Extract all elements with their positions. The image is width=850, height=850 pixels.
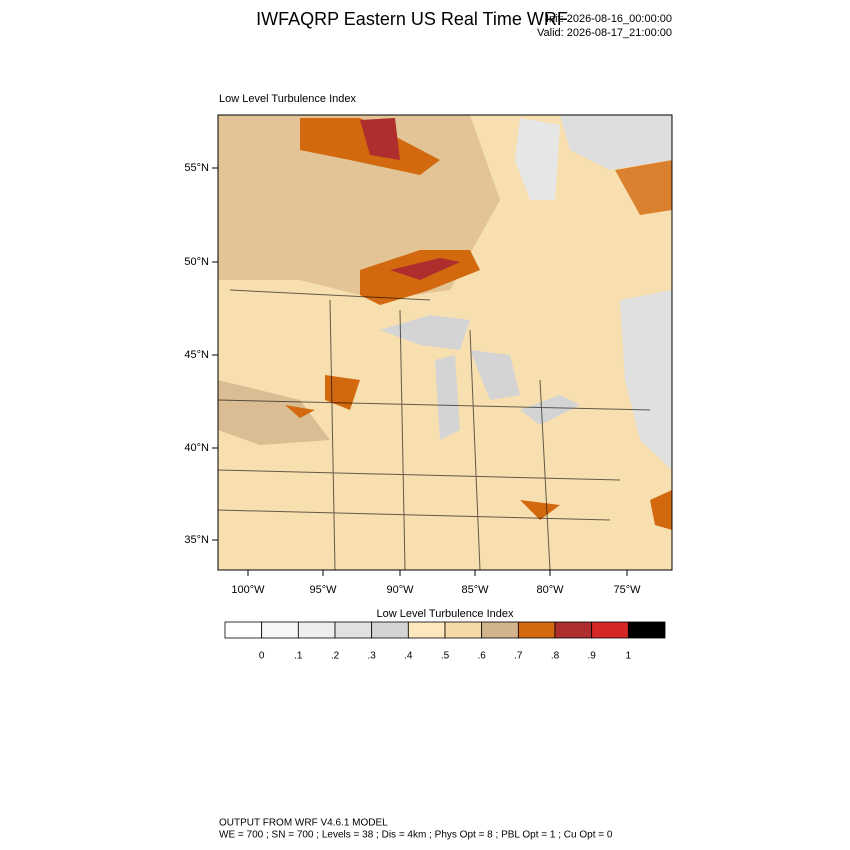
colorbar-box xyxy=(444,621,483,639)
lat-label: 50°N xyxy=(184,256,209,268)
lon-label: 85°W xyxy=(461,584,489,596)
footer-line: OUTPUT FROM WRF V4.6.1 MODEL xyxy=(219,818,388,829)
colorbar-label: 1 xyxy=(626,651,632,662)
lon-label: 95°W xyxy=(309,584,337,596)
colorbar-box xyxy=(627,621,666,639)
colorbar-box xyxy=(224,621,263,639)
map-field xyxy=(218,115,672,570)
colorbar-box xyxy=(261,621,299,639)
lon-label: 75°W xyxy=(613,584,641,596)
colorbar-box xyxy=(371,621,409,639)
colorbar-title: Low Level Turbulence Index xyxy=(377,608,514,620)
colorbar-box xyxy=(297,621,336,639)
colorbar-label: .8 xyxy=(551,651,560,662)
colorbar-box xyxy=(407,621,446,639)
lat-label: 45°N xyxy=(184,349,209,361)
colorbar-label: 0 xyxy=(259,651,265,662)
lat-label: 55°N xyxy=(184,162,209,174)
lon-label: 100°W xyxy=(231,584,265,596)
lat-label: 40°N xyxy=(184,442,209,454)
title: IWFAQRP Eastern US Real Time WRF xyxy=(256,9,568,29)
footer-line: WE = 700 ; SN = 700 ; Levels = 38 ; Dis … xyxy=(219,830,613,841)
colorbar-label: .5 xyxy=(441,651,450,662)
colorbar-label: .9 xyxy=(587,651,596,662)
colorbar-label: .6 xyxy=(477,651,486,662)
map-frame xyxy=(217,114,673,571)
colorbar-box xyxy=(481,621,519,639)
map-title: Low Level Turbulence Index xyxy=(219,93,356,105)
lon-label: 80°W xyxy=(536,584,564,596)
colorbar-label: .3 xyxy=(367,651,376,662)
valid-time: Valid: 2026-08-17_21:00:00 xyxy=(537,27,672,39)
colorbar-label: .4 xyxy=(404,651,413,662)
lat-label: 35°N xyxy=(184,534,209,546)
colorbar-box xyxy=(591,621,629,639)
colorbar-label: .1 xyxy=(294,651,303,662)
init-time: Init: 2026-08-16_00:00:00 xyxy=(546,13,672,25)
colorbar-label: .7 xyxy=(514,651,523,662)
colorbar-label: .2 xyxy=(331,651,340,662)
lon-label: 90°W xyxy=(386,584,414,596)
colorbar-box xyxy=(554,621,593,639)
colorbar-box xyxy=(517,621,556,639)
colorbar-box xyxy=(334,621,373,639)
